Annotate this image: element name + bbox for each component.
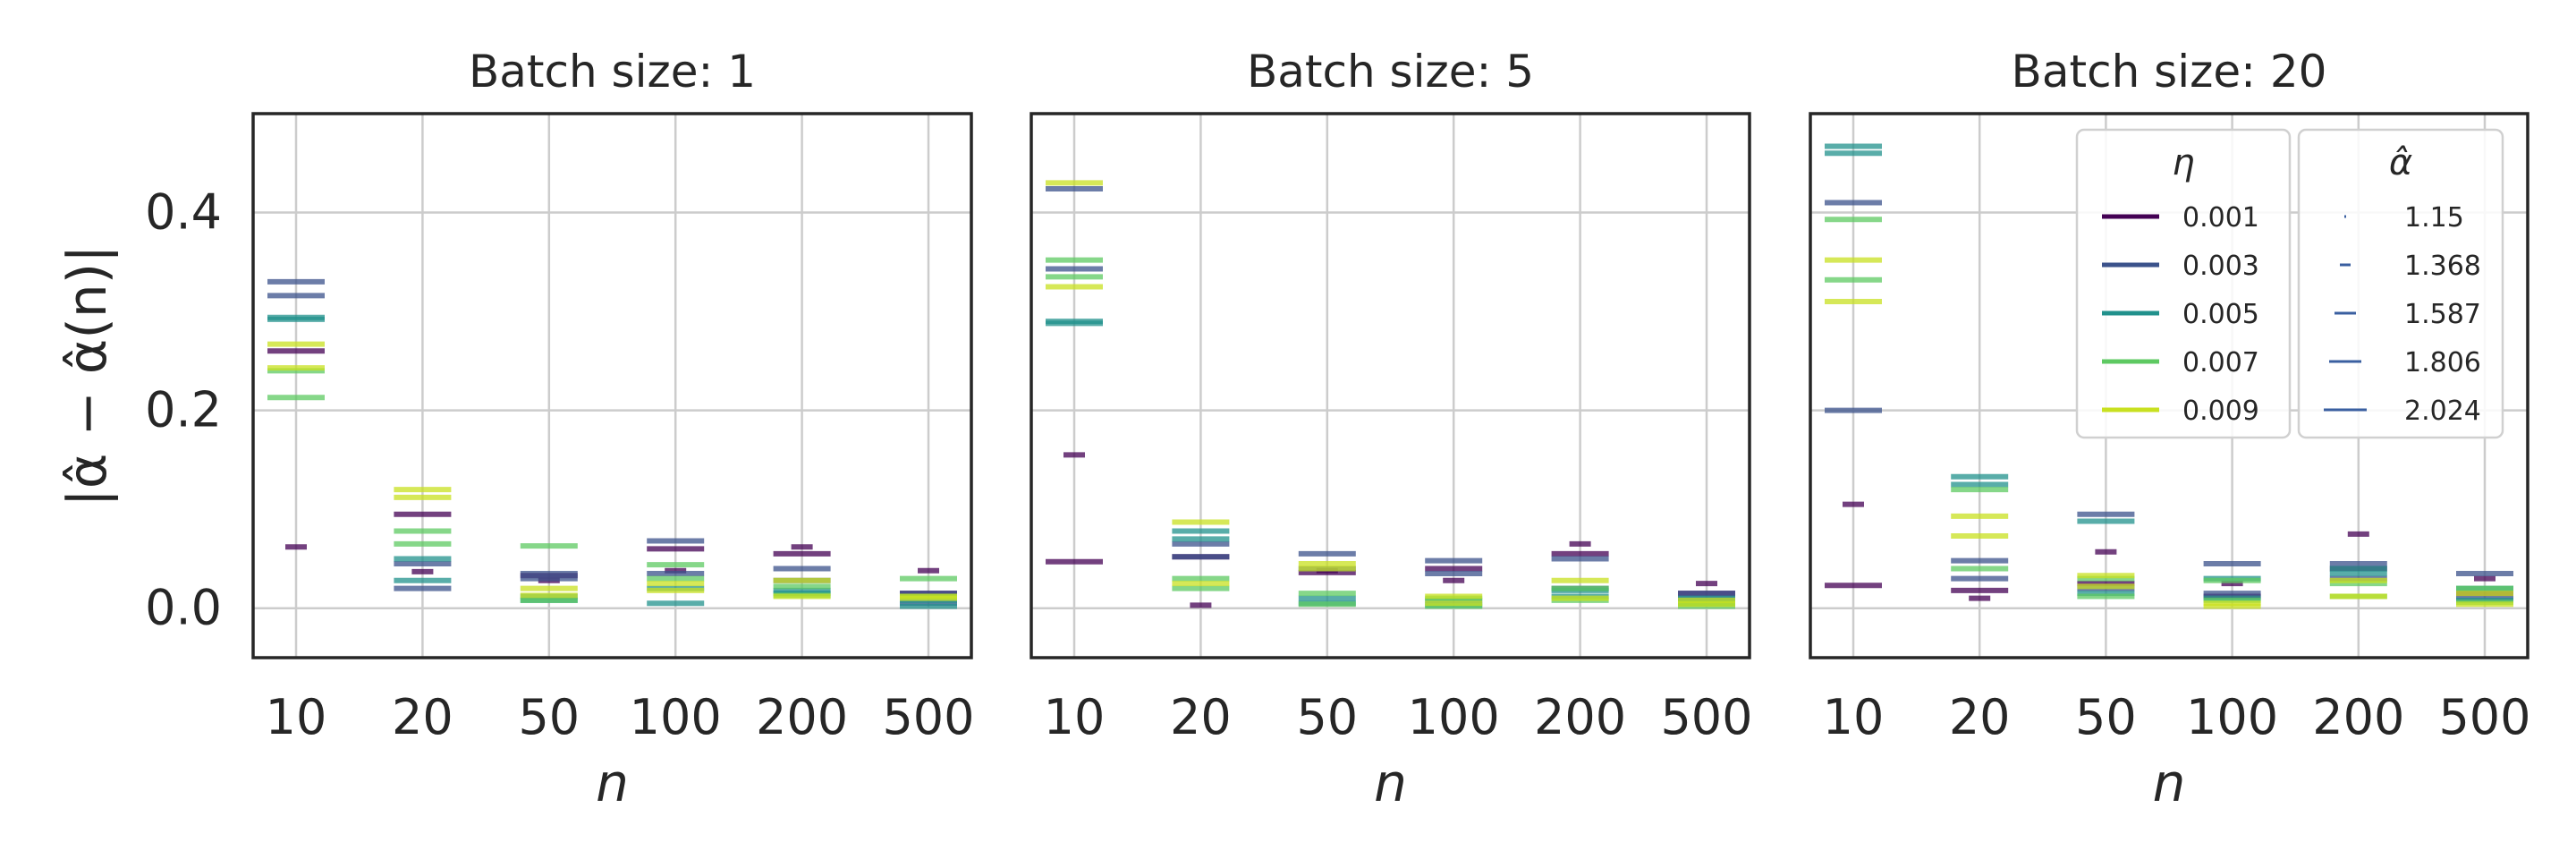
legend-alpha-label: 1.15 xyxy=(2404,202,2464,234)
x-tick-label: 20 xyxy=(1170,689,1232,745)
legend-eta-label: 0.009 xyxy=(2182,395,2259,427)
x-axis-label: n xyxy=(596,753,629,813)
plot-frame xyxy=(1809,112,2529,659)
legend-eta-label: 0.005 xyxy=(2182,299,2259,330)
panel-1: Batch size: 1 10 20 50 100 200 500 n 0.0 0.2 0.4 xyxy=(145,46,974,813)
y-tick-label: 0.2 xyxy=(145,382,222,438)
x-tick-label: 10 xyxy=(1044,689,1106,745)
y-axis-label: |α̂ − α̂(n)| xyxy=(56,245,119,507)
plot-frame xyxy=(251,112,973,659)
y-tick-label: 0.0 xyxy=(145,580,222,636)
legend-eta-title: η xyxy=(2172,142,2194,183)
x-axis-label: n xyxy=(1374,753,1407,813)
panel-2: Batch size: 5 10 20 50 100 200 500 n xyxy=(1030,46,1753,813)
x-tick-label: 10 xyxy=(1823,689,1885,745)
x-tick-label: 20 xyxy=(1949,689,2011,745)
x-tick-label: 500 xyxy=(882,689,974,745)
x-tick-label: 500 xyxy=(1660,689,1752,745)
x-tick-label: 50 xyxy=(518,689,580,745)
x-tick-label: 500 xyxy=(2438,689,2530,745)
x-tick-label: 200 xyxy=(1534,689,1626,745)
legend-eta-label: 0.007 xyxy=(2182,347,2259,378)
x-tick-label: 100 xyxy=(630,689,722,745)
panel-title: Batch size: 5 xyxy=(1247,46,1534,98)
legend-alpha-label: 1.806 xyxy=(2404,347,2481,378)
x-tick-label: 200 xyxy=(2312,689,2404,745)
legend-eta-label: 0.001 xyxy=(2182,202,2259,234)
plot-frame xyxy=(1030,112,1751,659)
x-tick-label: 50 xyxy=(2075,689,2137,745)
y-tick-label: 0.4 xyxy=(145,184,222,241)
x-tick-label: 10 xyxy=(266,689,327,745)
panel-title: Batch size: 20 xyxy=(2012,46,2327,98)
x-axis-label: n xyxy=(2153,753,2186,813)
panel-title: Batch size: 1 xyxy=(469,46,756,98)
legend-alpha-title: α̂ xyxy=(2389,142,2412,183)
legend-alpha-label: 2.024 xyxy=(2404,395,2481,427)
x-tick-label: 50 xyxy=(1296,689,1358,745)
y-axis-label-text: |α̂ − α̂(n)| xyxy=(56,245,119,507)
x-tick-label: 200 xyxy=(756,689,848,745)
x-tick-label: 20 xyxy=(392,689,453,745)
legend-alpha-label: 1.368 xyxy=(2404,251,2481,282)
legend: η 0.001 0.003 0.005 0.007 0.009 α̂ 1.15 1.368 1.5… xyxy=(2075,128,2504,439)
x-tick-label: 100 xyxy=(2186,689,2278,745)
legend-eta-label: 0.003 xyxy=(2182,251,2259,282)
x-tick-label: 100 xyxy=(1408,689,1500,745)
legend-alpha-label: 1.587 xyxy=(2404,299,2481,330)
